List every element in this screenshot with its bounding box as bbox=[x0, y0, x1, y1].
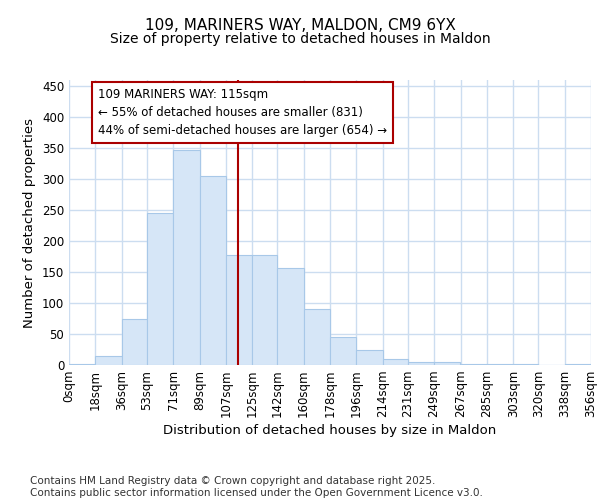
Text: Contains HM Land Registry data © Crown copyright and database right 2025.
Contai: Contains HM Land Registry data © Crown c… bbox=[30, 476, 483, 498]
Bar bbox=[565, 364, 591, 365]
Text: Size of property relative to detached houses in Maldon: Size of property relative to detached ho… bbox=[110, 32, 490, 46]
Bar bbox=[408, 362, 434, 365]
Bar bbox=[173, 150, 199, 365]
X-axis label: Distribution of detached houses by size in Maldon: Distribution of detached houses by size … bbox=[163, 424, 497, 438]
Bar bbox=[69, 364, 95, 365]
Bar bbox=[252, 254, 277, 365]
Bar bbox=[434, 362, 461, 365]
Bar bbox=[304, 309, 330, 365]
Text: 109, MARINERS WAY, MALDON, CM9 6YX: 109, MARINERS WAY, MALDON, CM9 6YX bbox=[145, 18, 455, 32]
Bar bbox=[95, 356, 122, 365]
Y-axis label: Number of detached properties: Number of detached properties bbox=[23, 118, 37, 328]
Bar bbox=[199, 176, 226, 365]
Bar bbox=[147, 213, 173, 365]
Text: 109 MARINERS WAY: 115sqm
← 55% of detached houses are smaller (831)
44% of semi-: 109 MARINERS WAY: 115sqm ← 55% of detach… bbox=[98, 88, 388, 137]
Bar bbox=[277, 268, 304, 365]
Bar bbox=[383, 360, 408, 365]
Bar bbox=[356, 350, 383, 365]
Bar bbox=[461, 364, 487, 365]
Bar bbox=[122, 318, 147, 365]
Bar bbox=[487, 364, 513, 365]
Bar bbox=[330, 337, 356, 365]
Bar bbox=[226, 254, 252, 365]
Bar bbox=[513, 364, 538, 365]
